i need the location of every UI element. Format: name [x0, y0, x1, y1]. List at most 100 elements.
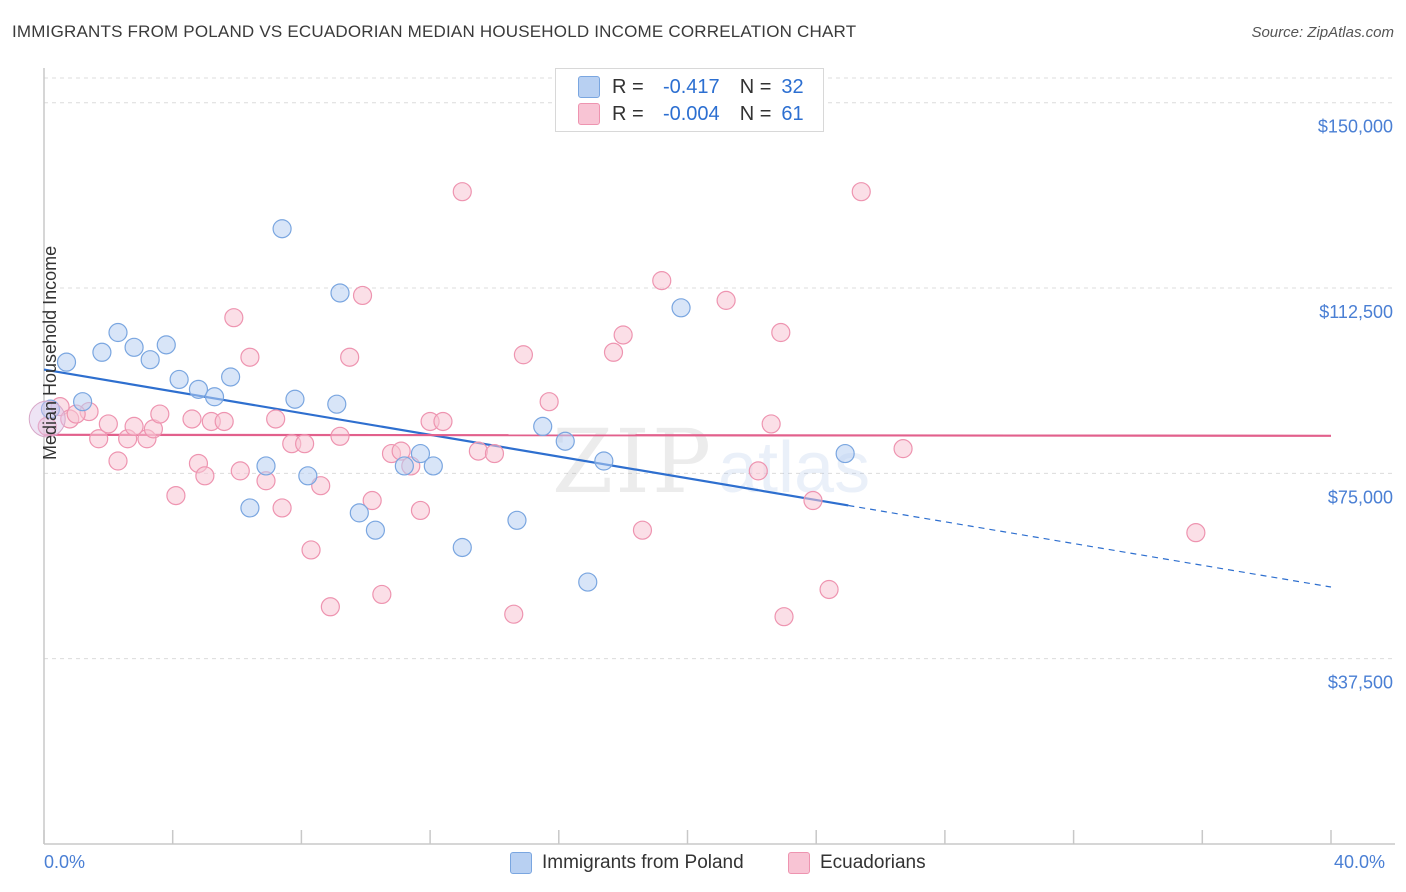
point-poland — [124, 337, 144, 357]
point-poland — [423, 456, 443, 476]
legend-swatch-poland — [510, 852, 532, 874]
legend-swatch-poland — [578, 76, 600, 98]
y-tick-label: $112,500 — [1319, 302, 1393, 322]
point-ecuadorians — [195, 466, 215, 486]
point-ecuadorians — [433, 411, 453, 432]
legend-swatch-ecuadorians — [788, 852, 810, 874]
point-ecuadorians — [266, 409, 286, 429]
point-ecuadorians — [893, 439, 913, 459]
y-tick-label: $75,000 — [1328, 487, 1393, 507]
data-points — [28, 182, 1206, 627]
n-label: N = — [739, 102, 772, 125]
svg-text:ZIP: ZIP — [552, 410, 713, 513]
point-ecuadorians — [352, 285, 373, 306]
point-poland — [578, 572, 598, 592]
point-poland — [169, 369, 189, 390]
point-cluster-origin — [28, 400, 66, 438]
point-ecuadorians — [513, 345, 534, 365]
legend-swatch-ecuadorians — [578, 103, 600, 125]
n-value-ecuadorians: 61 — [781, 102, 804, 125]
point-poland — [507, 510, 527, 530]
point-ecuadorians — [340, 347, 360, 367]
point-poland — [256, 456, 276, 476]
trend-line-poland — [43, 368, 849, 507]
point-ecuadorians — [484, 443, 505, 464]
point-ecuadorians — [452, 182, 472, 202]
r-value-poland: -0.417 — [662, 75, 720, 98]
point-poland — [298, 466, 318, 486]
legend-label-poland: Immigrants from Poland — [542, 852, 744, 873]
point-ecuadorians — [603, 342, 624, 362]
x-tick-max: 40.0% — [1334, 852, 1386, 872]
point-ecuadorians — [272, 498, 292, 518]
point-ecuadorians — [240, 347, 260, 367]
point-ecuadorians — [150, 404, 170, 424]
point-ecuadorians — [320, 597, 340, 617]
point-ecuadorians — [124, 416, 144, 437]
point-poland — [394, 456, 414, 476]
point-poland — [92, 342, 112, 362]
legend-row-ecuadorians: R = -0.004 N = 61 — [578, 102, 804, 126]
axes — [43, 68, 1395, 845]
point-ecuadorians — [761, 414, 781, 434]
point-ecuadorians — [716, 290, 736, 310]
bottom-legend: Immigrants from Poland Ecuadorians — [0, 852, 1406, 878]
trend-line-poland-projection — [848, 504, 1332, 588]
point-ecuadorians — [632, 520, 653, 540]
watermark: ZIP atlas — [552, 410, 870, 513]
point-poland — [140, 350, 160, 370]
y-tick-labels: $37,500 $75,000 $112,500 $150,000 — [1318, 117, 1393, 693]
r-value-ecuadorians: -0.004 — [662, 102, 720, 125]
point-poland — [533, 416, 553, 437]
point-poland — [240, 498, 260, 518]
point-ecuadorians — [166, 485, 186, 506]
point-poland — [108, 322, 128, 343]
point-ecuadorians — [108, 451, 128, 471]
point-poland — [330, 283, 350, 303]
point-ecuadorians — [230, 461, 250, 481]
n-label: N = — [739, 75, 772, 98]
gridlines — [44, 77, 1395, 660]
point-poland — [40, 399, 61, 419]
legend-item-poland[interactable]: Immigrants from Poland — [510, 852, 744, 874]
legend-label-ecuadorians: Ecuadorians — [820, 852, 926, 873]
point-ecuadorians — [539, 392, 559, 412]
trend-line-ecuadorians — [43, 433, 1332, 437]
point-poland — [349, 503, 369, 523]
point-poland — [594, 451, 614, 471]
point-ecuadorians — [311, 476, 331, 496]
point-ecuadorians — [774, 607, 794, 627]
point-poland — [835, 443, 855, 464]
point-ecuadorians — [372, 584, 392, 605]
point-ecuadorians — [98, 414, 118, 434]
point-ecuadorians — [771, 322, 791, 343]
point-poland — [365, 520, 386, 540]
point-ecuadorians — [803, 490, 823, 511]
y-tick-label: $150,000 — [1318, 117, 1393, 137]
point-poland — [327, 394, 347, 414]
point-poland — [221, 367, 241, 387]
r-label: R = — [612, 102, 644, 125]
trend-lines — [43, 368, 1332, 588]
point-ecuadorians — [182, 409, 202, 429]
point-ecuadorians — [214, 411, 234, 432]
correlation-legend: R = -0.417 N = 32 R = -0.004 N = 61 — [555, 68, 824, 132]
point-ecuadorians — [652, 271, 672, 291]
point-poland — [410, 443, 431, 464]
point-ecuadorians — [1186, 523, 1206, 543]
point-poland — [671, 298, 691, 318]
point-poland — [156, 335, 176, 355]
point-ecuadorians — [301, 540, 321, 560]
point-poland — [452, 537, 472, 558]
point-poland — [285, 389, 305, 409]
legend-item-ecuadorians[interactable]: Ecuadorians — [788, 852, 926, 874]
y-axis-label: Median Household Income — [40, 245, 60, 460]
point-poland — [73, 392, 93, 412]
point-poland — [272, 219, 292, 239]
point-ecuadorians — [89, 429, 109, 449]
source-label: Source: ZipAtlas.com — [1251, 24, 1394, 41]
point-ecuadorians — [468, 441, 488, 461]
point-poland — [204, 387, 225, 407]
point-ecuadorians — [504, 604, 524, 624]
